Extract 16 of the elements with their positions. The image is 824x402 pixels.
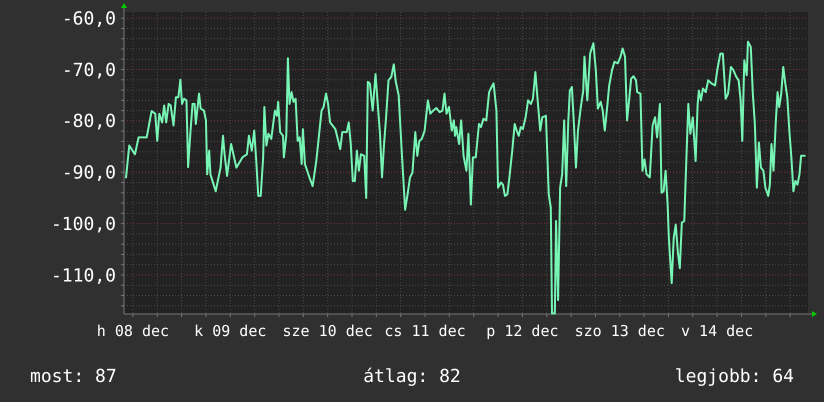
text: most: 87 (30, 366, 117, 387)
y-tick-label: -90,0 (62, 162, 116, 184)
y-tick-label: -100,0 (50, 214, 116, 235)
x-tick-label: k 09 dec (194, 322, 266, 340)
x-tick-label: v 14 dec (681, 322, 754, 340)
text: átlag: 82 (363, 366, 461, 387)
x-tick-label: szo 13 dec (574, 322, 665, 340)
y-tick-label: -60,0 (62, 8, 116, 30)
text: legjobb: 64 (674, 366, 794, 387)
x-tick-label: sze 10 dec (282, 322, 373, 340)
y-tick-label: -110,0 (50, 265, 116, 286)
y-tick-label: -80,0 (62, 111, 116, 132)
x-tick-label: h 08 dec (96, 322, 170, 340)
y-tick-label: -70,0 (62, 60, 116, 81)
x-tick-label: p 12 dec (486, 322, 559, 340)
x-tick-label: cs 11 dec (384, 322, 466, 340)
